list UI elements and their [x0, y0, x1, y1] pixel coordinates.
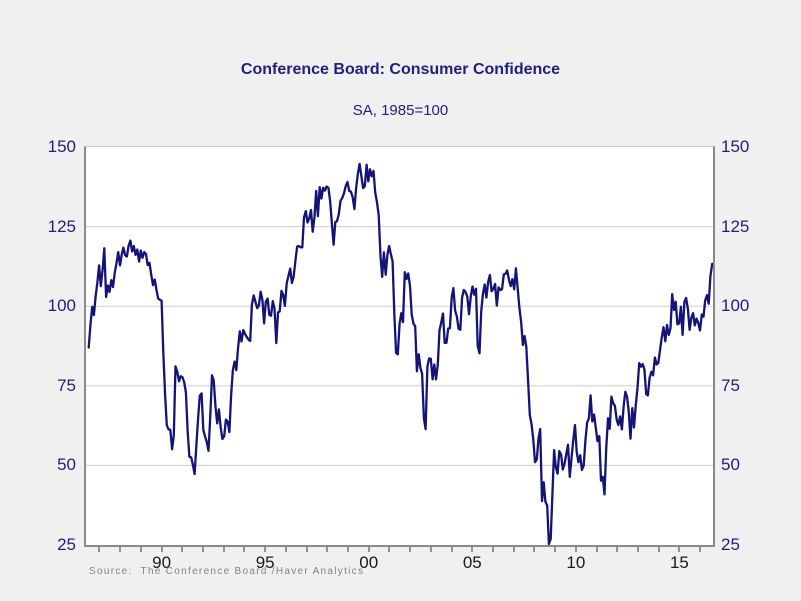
- x-tick: [512, 547, 515, 552]
- x-tick-label: 15: [669, 553, 689, 572]
- y-tick-label: 50: [721, 455, 740, 475]
- x-tick: [678, 547, 681, 552]
- x-tick: [305, 547, 308, 552]
- x-tick: [119, 547, 122, 552]
- x-tick: [284, 547, 287, 552]
- x-tick: [699, 547, 702, 552]
- x-tick-label: 00: [359, 553, 379, 572]
- x-tick: [471, 547, 474, 552]
- chart-subtitle: SA, 1985=100: [352, 102, 449, 119]
- y-tick-label: 50: [57, 455, 76, 475]
- y-tick-label: 125: [721, 216, 750, 236]
- y-tick-label: 150: [721, 137, 750, 156]
- x-tick: [574, 547, 577, 552]
- x-tick: [222, 547, 225, 552]
- chart-title: Conference Board: Consumer Confidence: [240, 61, 561, 78]
- x-tick: [533, 547, 536, 552]
- confidence-series-line: [87, 162, 713, 545]
- y-tick-label: 100: [47, 296, 76, 316]
- plot-svg: [86, 162, 713, 545]
- y-tick-label: 150: [47, 137, 76, 156]
- source-note: Source: The Conference Board /Haver Anal…: [89, 566, 365, 577]
- x-tick: [202, 547, 205, 552]
- x-tick: [98, 547, 101, 552]
- x-tick-label: 90: [152, 553, 172, 572]
- y-tick-label: 25: [57, 535, 76, 554]
- x-tick: [243, 547, 246, 552]
- x-tick-label: 95: [255, 553, 275, 572]
- x-tick: [367, 547, 370, 552]
- y-tick-label: 75: [721, 375, 740, 395]
- x-tick: [450, 547, 453, 552]
- plot-area-frame: [84, 146, 715, 547]
- x-tick: [637, 547, 640, 552]
- y-tick-label: 125: [47, 216, 76, 236]
- y-tick-label: 75: [57, 375, 76, 395]
- x-tick: [181, 547, 184, 552]
- x-tick: [429, 547, 432, 552]
- x-tick: [160, 547, 163, 552]
- x-tick: [409, 547, 412, 552]
- x-tick: [388, 547, 391, 552]
- x-tick: [492, 547, 495, 552]
- y-tick-label: 25: [721, 535, 740, 554]
- y-tick-label: 100: [721, 296, 750, 316]
- x-tick: [657, 547, 660, 552]
- x-tick: [264, 547, 267, 552]
- x-tick: [595, 547, 598, 552]
- x-tick: [554, 547, 557, 552]
- x-tick: [616, 547, 619, 552]
- x-tick-label: 10: [566, 553, 586, 572]
- x-tick: [326, 547, 329, 552]
- x-tick: [139, 547, 142, 552]
- x-tick: [347, 547, 350, 552]
- x-tick-label: 05: [462, 553, 482, 572]
